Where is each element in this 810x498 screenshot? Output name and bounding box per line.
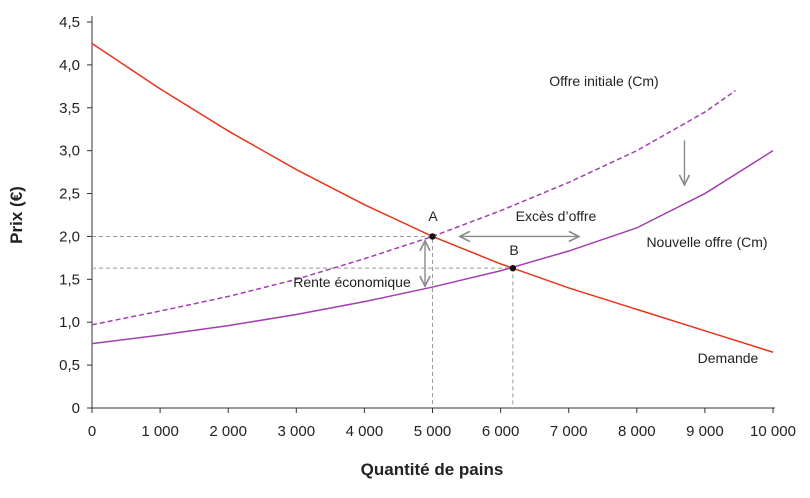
- y-tick-label: 2,5: [59, 186, 80, 203]
- x-tick-label: 8 000: [618, 423, 656, 440]
- legend-demand: Demande: [698, 350, 759, 366]
- x-tick-label: 10 000: [750, 423, 796, 440]
- y-tick-label: 2,0: [59, 228, 80, 245]
- y-tick-label: 0,5: [59, 357, 80, 374]
- x-tick-label: 2 000: [209, 423, 247, 440]
- legend-initial-supply: Offre initiale (Cm): [549, 73, 658, 89]
- x-axis-label: Quantité de pains: [361, 460, 504, 479]
- point-label-a: A: [428, 208, 438, 224]
- y-tick-label: 3,5: [59, 100, 80, 117]
- y-tick-label: 3,0: [59, 143, 80, 160]
- x-tick-label: 4 000: [346, 423, 384, 440]
- x-tick-label: 3 000: [278, 423, 316, 440]
- equilibrium-point-a: [429, 233, 436, 240]
- economic-rent-label: Rente économique: [293, 274, 411, 290]
- y-tick-label: 4,5: [59, 14, 80, 31]
- y-tick-label: 0: [72, 400, 80, 417]
- guide-line-a: [92, 235, 433, 408]
- x-tick-label: 9 000: [686, 423, 724, 440]
- y-tick-label: 4,0: [59, 57, 80, 74]
- x-tick-label: 6 000: [482, 423, 520, 440]
- equilibrium-point-b: [509, 264, 517, 272]
- x-tick-label: 7 000: [550, 423, 588, 440]
- point-label-b: B: [509, 242, 518, 258]
- initial-supply-curve: [91, 90, 736, 326]
- x-tick-label: 5 000: [414, 423, 452, 440]
- excess-supply-label: Excès d’offre: [516, 208, 597, 224]
- y-tick-label: 1,5: [59, 271, 80, 288]
- y-axis-label: Prix (€): [7, 186, 26, 244]
- new-supply-curve: [91, 150, 774, 345]
- y-tick-label: 1,0: [59, 314, 80, 331]
- x-tick-label: 0: [88, 423, 96, 440]
- legend-new-supply: Nouvelle offre (Cm): [646, 234, 767, 250]
- x-tick-label: 1 000: [141, 423, 179, 440]
